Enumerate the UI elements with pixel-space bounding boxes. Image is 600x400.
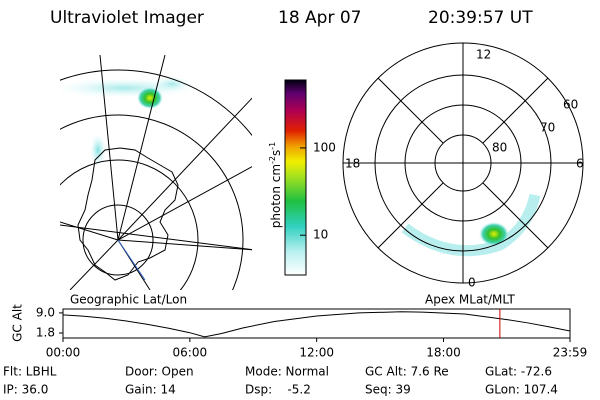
lat-label: 70 (540, 121, 555, 135)
geographic-map (60, 55, 252, 290)
y-tick-label: 1.8 (36, 325, 55, 339)
polar-plot (342, 42, 584, 284)
colorbar-tick-label: 10 (313, 228, 328, 242)
info-field: Gain: 14 (125, 383, 176, 397)
info-field: Flt: LBHL (3, 365, 57, 379)
plot-frame (62, 308, 571, 339)
lat-label: 80 (492, 141, 507, 155)
x-tick-label: 00:00 (46, 346, 81, 360)
panel-label: Apex MLat/MLT (425, 293, 515, 307)
x-tick-label: 18:00 (426, 346, 461, 360)
exponent: -2 (268, 156, 277, 164)
colorbar-tick-label: 100 (313, 140, 336, 154)
y-axis-label: GC Alt (11, 304, 25, 342)
unit: photon cm (269, 164, 283, 228)
info-field: Dsp: -5.2 (245, 383, 311, 397)
info-field: Door: Open (125, 365, 194, 379)
info-field: Seq: 39 (365, 383, 411, 397)
y-tick-label: 9.0 (36, 305, 55, 319)
unit: s (269, 150, 283, 156)
panel-label: Geographic Lat/Lon (70, 293, 187, 307)
x-tick-label: 06:00 (173, 346, 208, 360)
info-field: Mode: Normal (245, 365, 329, 379)
x-tick-label: 23:59 (553, 346, 588, 360)
info-field: GC Alt: 7.6 Re (365, 365, 449, 379)
exponent: -1 (268, 142, 277, 150)
info-field: GLon: 107.4 (485, 383, 558, 397)
time: 20:39:57 UT (428, 8, 533, 28)
mlt-label: 18 (345, 157, 360, 171)
colorbar-label: photon cm-2s-1 (268, 142, 283, 229)
mlt-label: 6 (576, 157, 584, 171)
mlt-label: 12 (476, 48, 491, 62)
title: Ultraviolet Imager (50, 8, 204, 28)
colorbar (284, 79, 307, 276)
x-tick-label: 12:00 (299, 346, 334, 360)
altitude-line (62, 311, 571, 338)
info-field: IP: 36.0 (3, 383, 48, 397)
lat-label: 60 (563, 98, 578, 112)
info-field: GLat: -72.6 (485, 365, 552, 379)
mlt-label: 0 (468, 276, 476, 290)
date: 18 Apr 07 (278, 8, 361, 28)
